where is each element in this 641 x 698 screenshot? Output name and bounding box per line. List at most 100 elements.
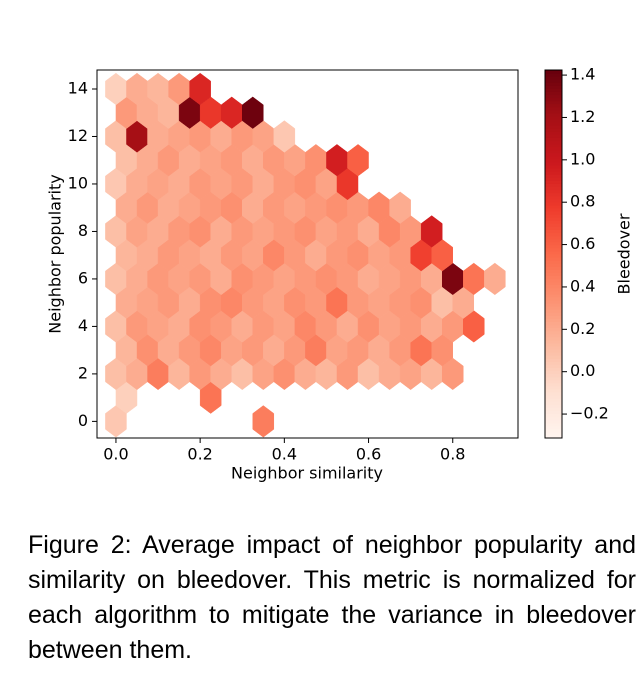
colorbar-band [545,419,562,424]
colorbar-band [545,293,562,298]
colorbar-tick-label: −0.2 [570,404,609,423]
y-tick-label: 12 [68,126,88,145]
hex-cell [420,215,443,248]
colorbar-band [545,379,562,384]
colorbar-band [545,278,562,283]
hex-cell [484,262,506,296]
colorbar-band [545,198,562,203]
colorbar-band [545,244,562,249]
x-tick-label: 0.6 [356,445,381,464]
colorbar-band [545,303,562,307]
colorbar-band [545,180,562,184]
colorbar-band [545,352,562,356]
colorbar-band [545,125,562,129]
colorbar-band [545,398,562,402]
colorbar-band [545,183,562,188]
colorbar-band [545,257,562,261]
colorbar-band [545,168,562,172]
colorbar-band [545,300,562,304]
colorbar-band [545,327,562,332]
colorbar-band [545,195,562,200]
x-tick-label: 0.4 [272,445,297,464]
colorbar-band [545,82,562,86]
colorbar-band [545,431,562,436]
colorbar-band [545,204,562,209]
colorbar-band [545,158,562,163]
colorbar-band [545,146,562,151]
colorbar-band [545,94,562,99]
colorbar-band [545,100,562,105]
colorbar-tick-label: 1.4 [570,65,595,84]
colorbar-band [545,119,562,123]
caption: Figure 2: Average impact of neighbor pop… [28,531,636,664]
colorbar-band [545,318,562,322]
colorbar-band [545,395,562,399]
colorbar-band [545,247,562,252]
y-tick-label: 10 [68,173,88,192]
hex-cell [389,191,411,224]
colorbar-band [545,189,562,194]
colorbar-band [545,109,562,114]
colorbar-band [545,128,562,132]
y-tick-label: 0 [78,411,88,430]
colorbar-band [545,428,562,433]
colorbar-band [545,260,562,264]
hex-cell [347,144,369,177]
colorbar-band [545,330,562,335]
colorbar-band [545,296,562,301]
colorbar-band [545,232,562,237]
plot-frame [96,69,519,439]
colorbar-band [545,376,562,381]
colorbar-frame [544,69,563,439]
colorbar-band [545,134,562,138]
colorbar-band [545,346,562,350]
colorbar-band [545,140,562,145]
colorbar-tick-label: 0.2 [570,319,595,338]
colorbar-tick-label: 0.8 [570,192,595,211]
colorbar-band [545,97,562,102]
hex-cell [273,120,296,153]
y-tick-label: 2 [78,363,88,382]
colorbar-band [545,349,562,353]
x-tick-label: 0.0 [103,445,128,464]
colorbar-label: Bleedover [615,213,634,294]
colorbar-band [545,186,562,191]
colorbar-band [545,116,562,120]
colorbar-band [545,422,562,427]
colorbar-band [545,177,562,181]
colorbar-band [545,174,562,178]
colorbar-band [545,85,562,89]
colorbar-band [545,73,562,77]
colorbar-band [545,241,562,246]
colorbar-band [545,201,562,206]
colorbar-band [545,250,562,255]
colorbar-band [545,217,562,221]
colorbar-band [545,364,562,368]
colorbar-band [545,211,562,215]
colorbar-band [545,192,562,197]
colorbar-band [545,266,562,270]
colorbar-band [545,333,562,338]
colorbar-band [545,284,562,289]
colorbar-band [545,208,562,212]
colorbar-band [545,370,562,375]
colorbar-band [545,122,562,126]
colorbar-band [545,91,562,96]
colorbar-band [545,223,562,227]
colorbar-band [545,79,562,83]
colorbar-band [545,171,562,175]
colorbar-band [545,238,562,243]
y-tick-label: 4 [78,316,88,335]
colorbar-band [545,76,562,80]
colorbar-band [545,162,562,166]
colorbar-band [545,342,562,347]
colorbar-band [545,70,562,74]
colorbar-tick-label: 0.4 [570,276,595,295]
colorbar-band [545,155,562,160]
colorbar-band [545,275,562,280]
colorbar-band [545,410,562,414]
colorbar-band [545,324,562,329]
y-axis-label: Neighbor popularity [46,174,65,333]
colorbar-band [545,214,562,218]
colorbar-band [545,388,562,393]
